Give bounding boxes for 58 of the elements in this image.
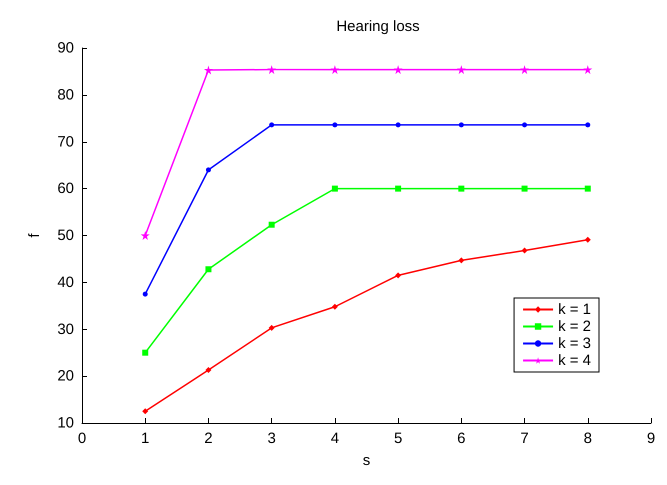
point <box>458 186 464 192</box>
point <box>522 248 528 254</box>
x-tick-label: 3 <box>267 430 276 447</box>
point <box>583 65 592 74</box>
legend-label: k = 4 <box>558 352 591 369</box>
legend-label: k = 3 <box>558 335 591 352</box>
x-tick-label: 9 <box>646 430 656 447</box>
point <box>142 292 148 297</box>
point <box>522 186 528 192</box>
point <box>204 66 213 75</box>
point <box>269 122 274 128</box>
point <box>332 304 338 310</box>
y-tick-label: 80 <box>57 86 74 104</box>
x-tick-label: 2 <box>204 430 213 447</box>
point <box>268 222 275 228</box>
point <box>142 350 148 356</box>
point <box>332 186 338 192</box>
point <box>458 122 464 128</box>
x-tick-label: 5 <box>394 430 402 447</box>
point <box>267 65 276 74</box>
point <box>458 257 464 264</box>
y-tick-label: 30 <box>57 320 74 338</box>
x-tick-label: 1 <box>141 430 150 447</box>
x-tick-label: 8 <box>584 430 592 447</box>
y-tick-label: 20 <box>57 368 74 385</box>
legend-label: k = 2 <box>558 318 591 335</box>
point <box>394 65 403 74</box>
x-tick-label: 7 <box>520 430 529 447</box>
point <box>395 186 402 192</box>
x-tick-label: 0 <box>78 430 86 447</box>
point <box>268 324 275 331</box>
point <box>206 167 211 172</box>
point <box>456 65 466 74</box>
point <box>205 367 212 374</box>
point <box>584 186 591 192</box>
point <box>396 122 401 128</box>
point <box>395 272 402 278</box>
y-axis-title: f <box>26 232 43 238</box>
x-axis-title: s <box>362 452 370 469</box>
point <box>142 408 148 414</box>
y-tick-label: 90 <box>57 40 74 56</box>
x-tick-label: 6 <box>457 430 466 447</box>
point <box>584 236 591 243</box>
y-tick-label: 40 <box>57 274 74 291</box>
point <box>330 65 340 74</box>
point <box>332 122 338 128</box>
point <box>520 65 530 74</box>
x-tick-label: 4 <box>330 430 340 447</box>
y-tick-label: 70 <box>57 133 74 150</box>
point <box>522 122 528 128</box>
y-tick-label: 60 <box>57 180 74 198</box>
chart-title: Hearing loss <box>336 18 420 35</box>
point <box>205 266 212 272</box>
y-tick-label: 10 <box>57 414 74 432</box>
y-tick-label: 50 <box>57 227 74 244</box>
legend-label: k = 1 <box>558 301 591 318</box>
point <box>585 122 590 128</box>
point <box>140 231 150 240</box>
